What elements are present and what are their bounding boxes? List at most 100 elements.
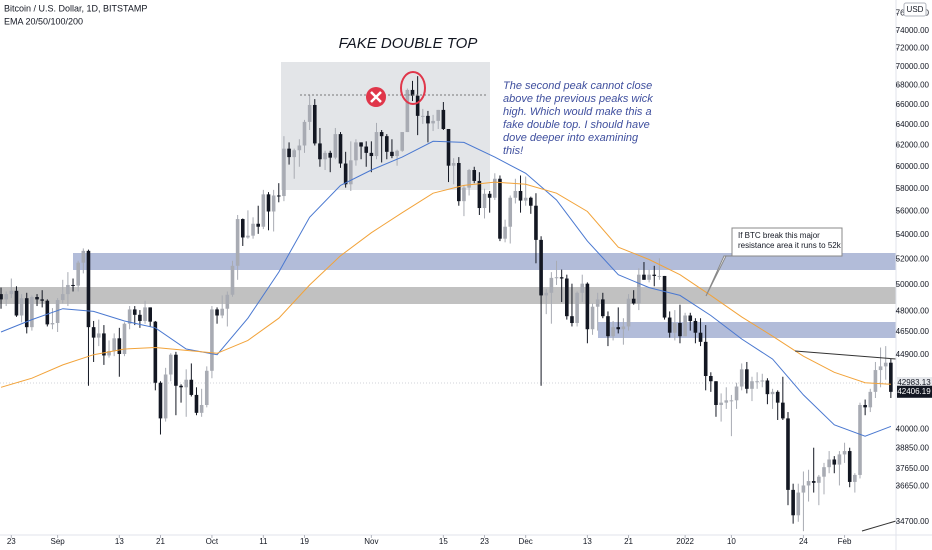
- candle-body: [863, 404, 867, 408]
- candle-body: [271, 195, 276, 212]
- candle-body: [436, 109, 441, 121]
- y-tick-label: 68000.00: [896, 81, 930, 90]
- x-tick-label: 24: [799, 537, 808, 546]
- candle-body: [765, 380, 770, 395]
- candle-body: [266, 194, 271, 212]
- candle-body: [498, 178, 502, 239]
- candle-body: [513, 190, 518, 198]
- candle-body: [117, 338, 122, 354]
- candle-body: [811, 481, 816, 483]
- candle-body: [199, 404, 204, 413]
- candle-body: [770, 391, 775, 395]
- candle-body: [750, 381, 754, 389]
- x-tick-label: Nov: [364, 537, 378, 546]
- candle-body: [132, 309, 137, 315]
- candle-body: [189, 379, 194, 395]
- y-tick-label: 56000.00: [896, 207, 930, 216]
- candle-body: [246, 235, 250, 238]
- candle-body: [642, 274, 646, 280]
- candle-body: [107, 351, 111, 356]
- y-tick-label: 66000.00: [896, 100, 930, 109]
- candle-body: [755, 381, 759, 383]
- candle-body: [801, 485, 806, 493]
- candle-body: [822, 467, 826, 477]
- annotation-note: fake double top. I should have: [503, 119, 650, 131]
- candle-body: [302, 121, 307, 146]
- x-tick-label: 23: [480, 537, 489, 546]
- candle-body: [693, 320, 698, 333]
- candle-body: [544, 292, 549, 296]
- candle-body: [338, 134, 343, 164]
- candle-body: [739, 369, 744, 387]
- candle-body: [508, 197, 513, 227]
- candle-body: [760, 380, 765, 382]
- x-tick-label: 13: [115, 537, 124, 546]
- candle-body: [410, 89, 415, 96]
- annotation-note: high. Which would make this a: [503, 106, 652, 118]
- candle-body: [441, 109, 446, 129]
- candle-body: [719, 402, 723, 405]
- y-tick-label: 62000.00: [896, 141, 930, 150]
- candle-body: [580, 283, 585, 293]
- y-tick-label: 60000.00: [896, 162, 930, 171]
- candle-body: [364, 146, 369, 153]
- candle-body: [683, 315, 687, 337]
- candle-body: [282, 148, 286, 197]
- candle-body: [652, 274, 657, 276]
- y-tick-label: 40000.00: [896, 425, 930, 434]
- candle-body: [729, 400, 734, 402]
- candle-body: [158, 382, 163, 419]
- candle-body: [714, 381, 718, 405]
- candle-body: [9, 290, 14, 295]
- annotation-title: FAKE DOUBLE TOP: [339, 35, 478, 52]
- candle-body: [667, 317, 672, 333]
- candle-body: [616, 327, 621, 330]
- candle-body: [102, 333, 106, 356]
- y-tick-label: 36650.00: [896, 481, 930, 490]
- x-tick-label: 21: [624, 537, 633, 546]
- y-tick-label: 70000.00: [896, 62, 930, 71]
- candle-body: [374, 132, 379, 157]
- trend-line: [861, 520, 897, 532]
- candle-body: [312, 104, 317, 144]
- ema-line: [0, 140, 892, 437]
- candle-body: [0, 294, 3, 300]
- candle-body: [24, 298, 29, 328]
- candle-body: [467, 170, 471, 188]
- x-tick-label: Oct: [206, 537, 219, 546]
- candle-body: [847, 451, 852, 482]
- candle-body: [297, 145, 302, 151]
- candle-body: [462, 187, 466, 202]
- candle-body: [86, 250, 91, 328]
- y-tick-label: 44900.00: [896, 350, 930, 359]
- candle-body: [71, 284, 75, 286]
- candle-body: [853, 474, 857, 482]
- candle-body: [626, 298, 631, 327]
- candle-body: [791, 489, 795, 516]
- candle-body: [878, 366, 883, 371]
- candle-body: [559, 277, 564, 279]
- candle-body: [426, 115, 430, 124]
- ema-line: [0, 181, 891, 388]
- candle-body: [523, 197, 528, 201]
- candle-body: [379, 132, 384, 137]
- candle-body: [405, 89, 410, 133]
- annotation-note: this!: [503, 145, 523, 157]
- x-tick-label: Sep: [50, 537, 65, 546]
- y-tick-label: 48000.00: [896, 307, 930, 316]
- candle-body: [477, 180, 482, 209]
- candle-body: [606, 316, 610, 337]
- candle-body: [91, 327, 96, 338]
- candle-body: [873, 370, 878, 392]
- drawings: [300, 71, 897, 532]
- candle-body: [163, 374, 168, 419]
- candle-body: [323, 152, 327, 160]
- candle-body: [276, 195, 281, 197]
- candle-body: [647, 274, 651, 280]
- candle-body: [415, 95, 420, 116]
- candle-body: [194, 394, 199, 413]
- candle-body: [359, 142, 363, 147]
- candle-body: [734, 386, 739, 401]
- annotation-note: dove deeper into examining: [503, 132, 639, 144]
